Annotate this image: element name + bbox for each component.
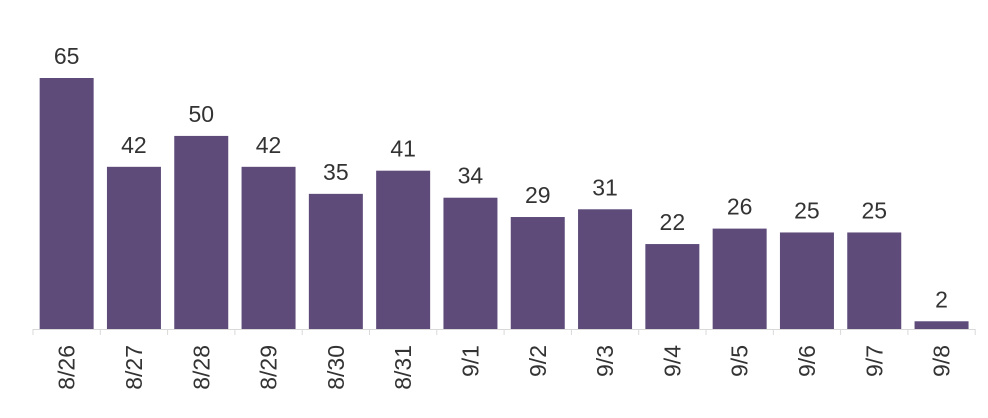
x-tick-labels-group: 8/26 8/27 8/28 8/29 8/30 8/31 9/1 9/2 9/3 9/4 9/5 9… [54, 345, 955, 390]
bar-9-6 [779, 232, 834, 329]
x-tick-label-9-4: 9/4 [659, 345, 685, 377]
data-label-9-6: 25 [794, 197, 820, 223]
x-tick-label-8-30: 8/30 [323, 345, 349, 390]
bars-group [39, 78, 969, 329]
bar-8-27 [106, 166, 161, 329]
data-label-8-26: 65 [54, 43, 80, 69]
bar-8-31 [376, 170, 431, 329]
data-label-9-8: 2 [935, 286, 948, 312]
data-label-8-27: 42 [121, 132, 147, 158]
data-label-8-28: 50 [188, 101, 214, 127]
data-label-8-30: 35 [323, 159, 349, 185]
data-label-9-4: 22 [660, 209, 686, 235]
data-label-9-2: 29 [525, 182, 551, 208]
data-label-9-3: 31 [592, 174, 618, 200]
x-tick-label-9-8: 9/8 [929, 345, 955, 377]
x-tick-label-9-6: 9/6 [794, 345, 820, 377]
bar-8-28 [174, 135, 229, 329]
data-label-9-5: 26 [727, 194, 753, 220]
x-tick-label-8-26: 8/26 [54, 345, 80, 390]
bar-9-4 [645, 244, 700, 329]
bar-8-29 [241, 166, 296, 329]
bar-9-1 [443, 197, 498, 329]
data-labels-group: 65 42 50 42 35 41 34 29 31 22 26 25 25 2 [54, 43, 948, 312]
bar-9-3 [578, 209, 633, 329]
data-label-8-31: 41 [390, 136, 416, 162]
bar-8-30 [308, 193, 363, 329]
x-tick-label-9-2: 9/2 [525, 345, 551, 377]
x-axis [32, 329, 976, 335]
bar-9-8 [914, 321, 969, 329]
data-label-9-1: 34 [458, 163, 484, 189]
x-tick-label-8-31: 8/31 [390, 345, 416, 390]
x-tick-label-9-3: 9/3 [592, 345, 618, 377]
data-label-8-29: 42 [256, 132, 282, 158]
x-tick-label-9-1: 9/1 [457, 345, 483, 377]
x-tick-label-8-28: 8/28 [188, 345, 214, 390]
x-tick-label-9-5: 9/5 [727, 345, 753, 377]
x-tick-label-9-7: 9/7 [861, 345, 887, 377]
data-label-9-7: 25 [861, 197, 887, 223]
x-tick-label-8-27: 8/27 [121, 345, 147, 390]
bar-9-7 [847, 232, 902, 329]
bar-9-2 [510, 217, 565, 329]
bar-9-5 [712, 228, 767, 329]
x-tick-label-8-29: 8/29 [256, 345, 282, 390]
bar-8-26 [39, 78, 94, 329]
